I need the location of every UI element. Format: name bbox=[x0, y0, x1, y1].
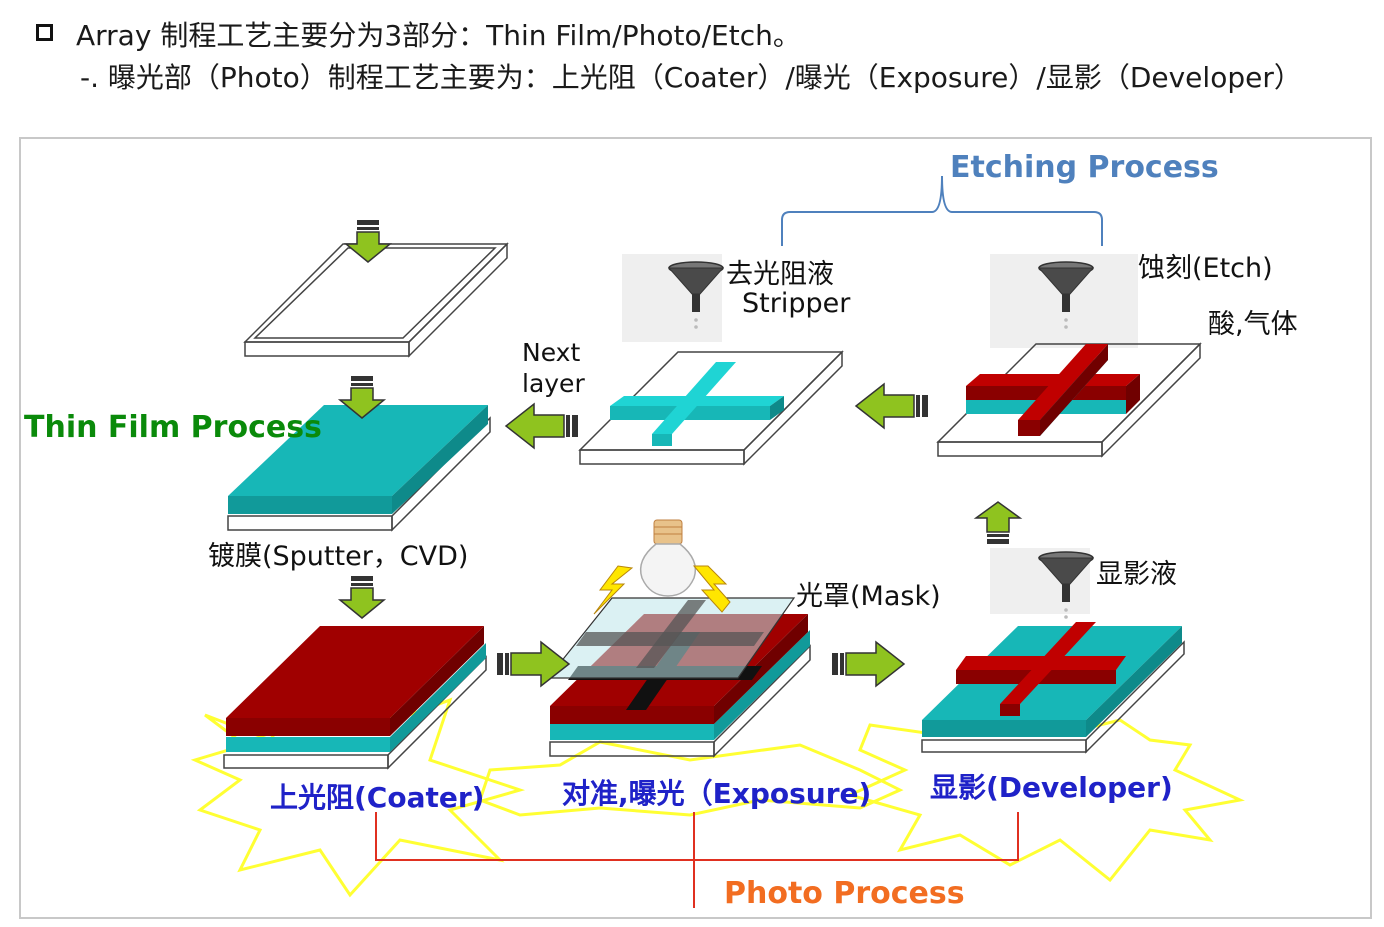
acid-gas-label: 酸,气体 bbox=[1208, 309, 1298, 340]
header-line-1: Array 制程工艺主要分为3部分：Thin Film/Photo/Etch。 bbox=[76, 19, 801, 52]
starburst-exposure-icon bbox=[478, 740, 904, 817]
thin-film-substrate bbox=[227, 405, 491, 532]
coater-substrate bbox=[223, 626, 487, 770]
developer-step-label: 显影(Developer) bbox=[930, 771, 1173, 804]
stripper-cn-label: 去光阻液 bbox=[726, 259, 834, 290]
etching-brace bbox=[781, 175, 1103, 246]
etch-substrate bbox=[936, 342, 1202, 458]
exposure-step-label: 对准,曝光（Exposure) bbox=[562, 777, 872, 810]
developer-liquid-label: 显影液 bbox=[1096, 559, 1177, 590]
arrow-left-icon-1 bbox=[855, 383, 929, 429]
arrow-down-icon-1 bbox=[345, 219, 391, 263]
layer-label: layer bbox=[522, 369, 585, 398]
light-bulb-icon bbox=[639, 519, 697, 597]
arrow-right-icon-1 bbox=[496, 641, 570, 687]
deposition-label: 镀膜(Sputter，CVD) bbox=[208, 541, 469, 572]
lightning-icon-left bbox=[593, 565, 634, 615]
header-line-2: -. 曝光部（Photo）制程工艺主要为：上光阻（Coater）/曝光（Expo… bbox=[80, 61, 1302, 94]
arrow-left-icon-2 bbox=[505, 403, 579, 449]
glass-substrate bbox=[243, 242, 509, 358]
next-label: Next bbox=[522, 338, 581, 367]
etching-process-label: Etching Process bbox=[950, 150, 1219, 185]
etch-label: 蚀刻(Etch) bbox=[1138, 253, 1273, 284]
arrow-down-icon-3 bbox=[339, 575, 385, 619]
coater-step-label: 上光阻(Coater) bbox=[270, 781, 485, 814]
exposure-substrate bbox=[546, 597, 811, 758]
stripper-en-label: Stripper bbox=[742, 288, 851, 319]
lightning-icon-right bbox=[692, 565, 731, 613]
photo-process-label: Photo Process bbox=[724, 876, 965, 911]
square-bullet-icon bbox=[36, 24, 53, 41]
thin-film-process-label: Thin Film Process bbox=[24, 410, 322, 445]
mask-label: 光罩(Mask) bbox=[796, 581, 941, 612]
arrow-right-icon-2 bbox=[831, 641, 905, 687]
stripped-substrate bbox=[578, 350, 844, 466]
diagram-frame bbox=[19, 137, 1372, 919]
slide-header: Array 制程工艺主要分为3部分：Thin Film/Photo/Etch。 … bbox=[0, 0, 1384, 120]
photo-bracket bbox=[375, 812, 1019, 908]
arrow-up-icon bbox=[973, 501, 1023, 544]
developer-substrate bbox=[921, 622, 1185, 754]
